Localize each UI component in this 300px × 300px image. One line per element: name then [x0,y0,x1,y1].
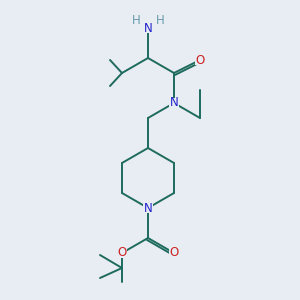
Bar [195,55,205,65]
Text: H: H [132,14,140,26]
Text: O: O [195,53,205,67]
Bar [143,23,153,33]
Text: O: O [117,247,127,260]
Bar [131,15,141,25]
Text: N: N [144,22,152,34]
Text: N: N [144,202,152,214]
Bar [169,98,179,108]
Bar [155,15,165,25]
Bar [143,203,153,213]
Bar [117,248,127,258]
Text: N: N [169,97,178,110]
Bar [169,248,179,258]
Text: O: O [169,247,178,260]
Text: H: H [156,14,164,26]
